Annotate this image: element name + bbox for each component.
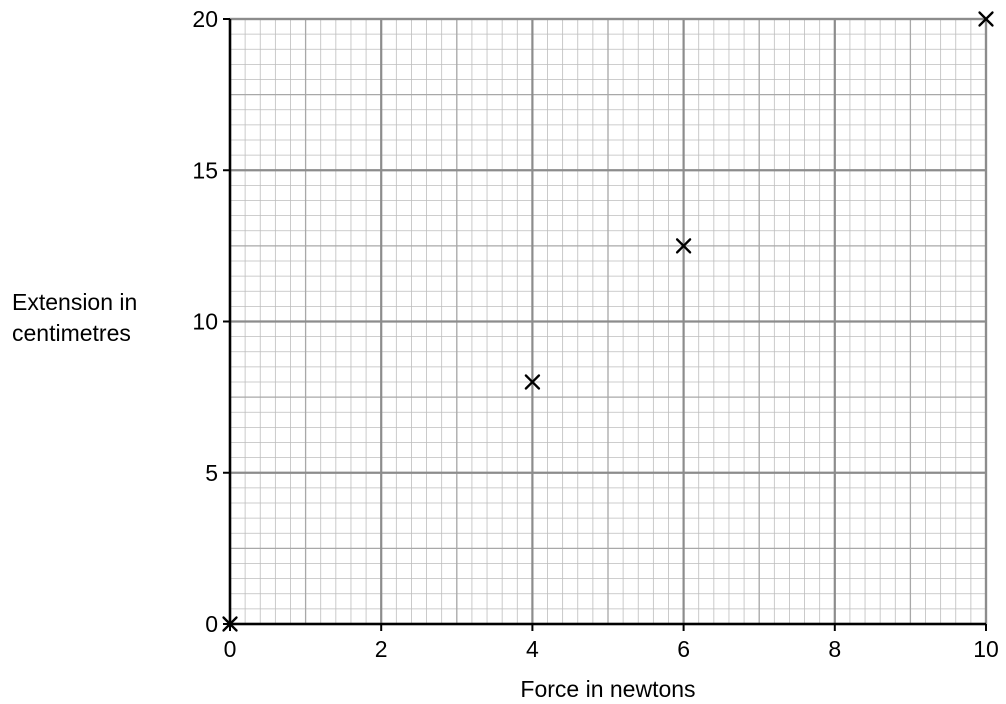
x-tick-label: 10: [973, 636, 999, 662]
y-tick-label: 20: [192, 6, 218, 32]
x-tick-label: 4: [526, 636, 539, 662]
x-axis-title: Force in newtons: [520, 676, 695, 702]
data-points: [222, 11, 994, 632]
data-point-marker: [222, 616, 238, 632]
y-tick-label: 0: [205, 611, 218, 637]
data-point-marker: [675, 238, 692, 254]
x-tick-label: 2: [375, 636, 388, 662]
x-tick-labels: 0 2 4 6 8 10: [224, 624, 999, 662]
y-tick-labels: 0 5 10 15 20: [192, 6, 230, 637]
y-axis-title-line-1: Extension in: [12, 289, 137, 315]
data-point-marker: [524, 374, 541, 390]
y-tick-label: 15: [192, 157, 218, 183]
y-tick-label: 10: [192, 309, 218, 335]
x-tick-label: 0: [224, 636, 237, 662]
y-axis-title-line-2: centimetres: [12, 320, 131, 346]
x-tick-label: 8: [828, 636, 841, 662]
data-point-marker: [978, 11, 994, 27]
x-tick-label: 6: [677, 636, 690, 662]
y-tick-label: 5: [205, 460, 218, 486]
